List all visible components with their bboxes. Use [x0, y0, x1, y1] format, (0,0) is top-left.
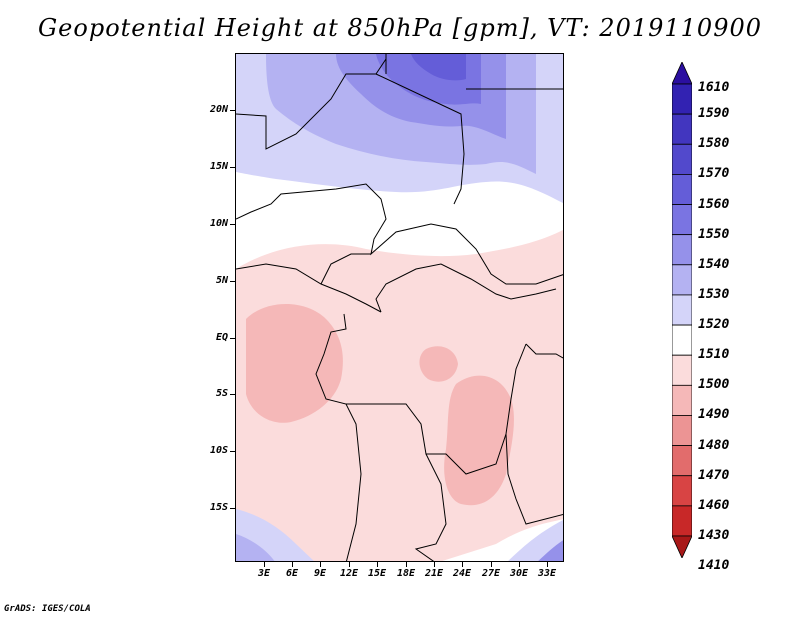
colorbar-label: 1430: [698, 528, 730, 543]
colorbar-segment: [672, 384, 692, 416]
colorbar-segment: [672, 264, 692, 296]
colorbar-label: 1530: [698, 286, 730, 302]
colorbar-segment: [672, 234, 692, 266]
y-tick-label: 15S: [209, 502, 228, 513]
colorbar-segment: [672, 204, 692, 236]
border-east-africa: [505, 433, 563, 525]
x-tick-label: 24E: [452, 568, 472, 579]
map-panel: [235, 53, 564, 562]
colorbar-label: 1570: [698, 166, 730, 182]
field-svg: [236, 54, 563, 561]
x-tick: [320, 562, 321, 567]
y-tick: [230, 281, 235, 282]
border-kenya: [525, 343, 563, 359]
x-tick-label: 12E: [339, 568, 359, 579]
x-tick-label: 9E: [313, 568, 327, 579]
x-tick: [349, 562, 350, 567]
coast-gabon-angola: [315, 313, 362, 561]
colorbar-segment: [672, 174, 692, 205]
x-tick: [491, 562, 492, 567]
colorbar-segment: [672, 294, 692, 326]
x-tick: [547, 562, 548, 567]
colorbar-segment: [672, 324, 692, 356]
colorbar-label: 1470: [698, 467, 730, 483]
border-sahel: [236, 183, 563, 285]
band-1490-central: [419, 346, 458, 382]
colorbar-bottom-triangle: [672, 535, 692, 558]
colorbar-label: 1540: [698, 256, 730, 272]
colorbar-label: 1590: [698, 106, 730, 122]
colorbar: [672, 62, 692, 558]
x-tick: [406, 562, 407, 567]
colorbar-label: 1410: [698, 558, 730, 574]
border-north-west: [236, 54, 387, 150]
colorbar-label: 1550: [698, 226, 730, 242]
y-tick: [230, 508, 235, 509]
x-tick-label: 15E: [367, 568, 387, 579]
colorbar-segment: [672, 475, 692, 507]
band-1530-southwest: [236, 534, 275, 561]
grads-credit: GrADS: IGES/COLA: [4, 604, 91, 614]
x-tick: [462, 562, 463, 567]
y-tick: [230, 167, 235, 168]
y-tick: [230, 224, 235, 225]
x-tick: [292, 562, 293, 567]
x-tick-label: 21E: [424, 568, 444, 579]
colorbar-label: 1460: [698, 497, 730, 513]
y-tick: [230, 394, 235, 395]
band-1540-southeast: [538, 540, 563, 561]
y-tick: [230, 110, 235, 111]
colorbar-label: 1580: [698, 136, 730, 152]
band-1490-east: [444, 375, 514, 506]
y-tick-label: 10S: [209, 445, 228, 456]
y-tick-label: 15N: [209, 161, 228, 172]
colorbar-label: 1560: [698, 196, 730, 212]
y-tick-label: 5N: [215, 275, 228, 286]
border-zambia: [414, 453, 447, 561]
border-congo: [346, 343, 527, 475]
x-tick-label: 3E: [257, 568, 271, 579]
colorbar-segment: [672, 354, 692, 386]
y-tick-label: 10N: [209, 218, 228, 229]
border-car: [375, 263, 557, 313]
x-tick: [434, 562, 435, 567]
colorbar-top-triangle: [672, 62, 692, 85]
border-north-central: [375, 73, 465, 205]
colorbar-label: 1500: [698, 377, 730, 393]
band-1520-southeast: [508, 520, 563, 561]
y-tick-label: EQ: [215, 332, 228, 343]
x-tick-label: 18E: [396, 568, 416, 579]
band-1490-west: [246, 304, 343, 423]
y-tick: [230, 451, 235, 452]
chart-title: Geopotential Height at 850hPa [gpm], VT:…: [38, 14, 762, 42]
borders: [236, 54, 563, 561]
colorbar-label: 1490: [698, 407, 730, 423]
y-tick-label: 20N: [209, 104, 228, 115]
x-tick-label: 6E: [285, 568, 299, 579]
y-tick: [230, 338, 235, 339]
x-tick: [377, 562, 378, 567]
colorbar-segment: [672, 143, 692, 175]
x-tick-label: 30E: [509, 568, 529, 579]
x-tick-label: 27E: [481, 568, 501, 579]
x-tick-label: 33E: [537, 568, 557, 579]
colorbar-segment: [672, 505, 692, 537]
colorbar-label: 1610: [698, 80, 730, 95]
colorbar-label: 1480: [698, 437, 730, 453]
colorbar-segment: [672, 113, 692, 145]
colorbar-segment: [672, 415, 692, 447]
colorbar-segment: [672, 445, 692, 477]
colorbar-label: 1520: [698, 317, 730, 333]
band-1560: [411, 54, 466, 81]
colorbar-label: 1510: [698, 347, 730, 363]
border-nigeria: [320, 253, 371, 285]
y-tick-label: 5S: [215, 388, 228, 399]
colorbar-segment: [672, 83, 692, 115]
x-tick: [264, 562, 265, 567]
x-tick: [519, 562, 520, 567]
